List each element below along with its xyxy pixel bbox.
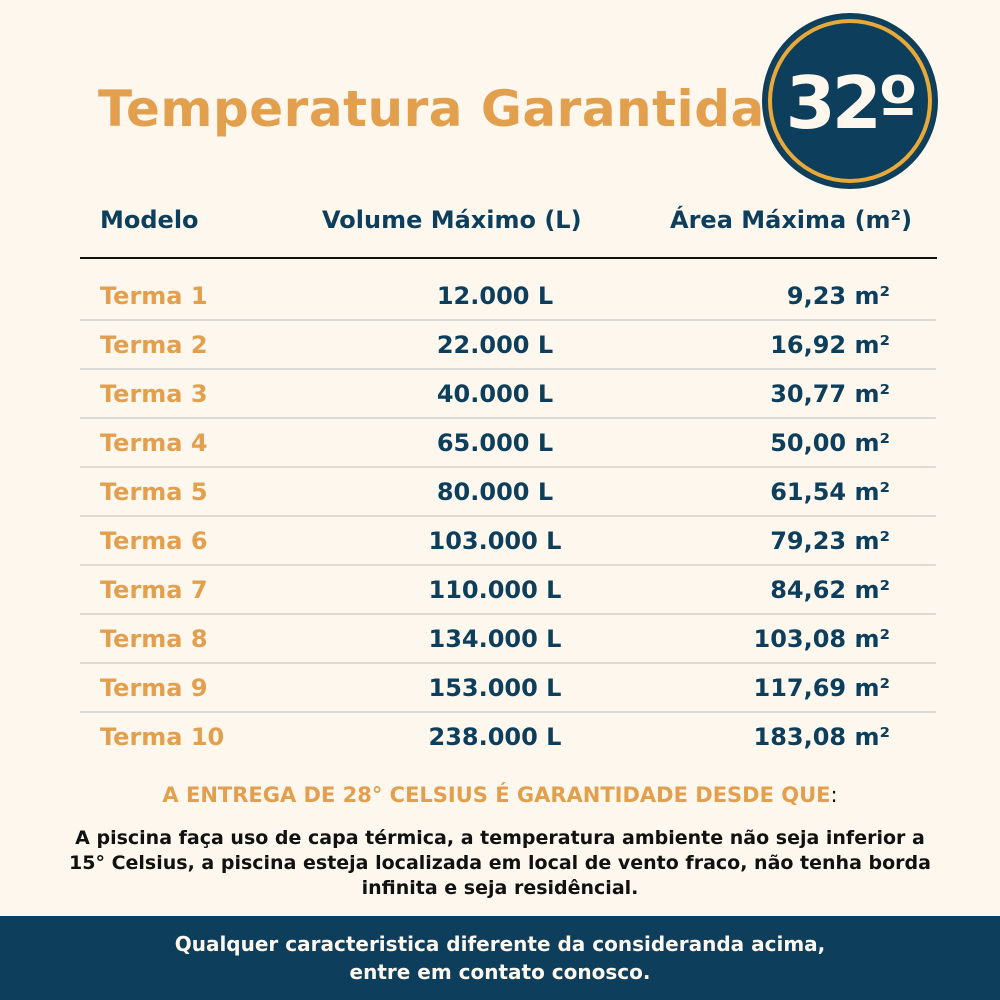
temperature-badge: 32º: [762, 13, 938, 189]
row-divider: [80, 319, 936, 321]
model-cell: Terma 9: [100, 674, 208, 702]
area-cell: 84,62 m²: [770, 576, 890, 604]
model-cell: Terma 5: [100, 478, 208, 506]
model-cell: Terma 4: [100, 429, 208, 457]
area-cell: 79,23 m²: [770, 527, 890, 555]
footer-line-1: Qualquer caracteristica diferente da con…: [174, 932, 826, 956]
area-cell: 30,77 m²: [770, 380, 890, 408]
area-cell: 16,92 m²: [770, 331, 890, 359]
table-row: Terma 4 65.000 L 50,00 m²: [80, 419, 936, 468]
row-divider: [80, 662, 936, 664]
model-cell: Terma 6: [100, 527, 208, 555]
condition-text: A piscina faça uso de capa térmica, a te…: [69, 827, 931, 899]
footer-banner: Qualquer caracteristica diferente da con…: [0, 916, 1000, 1000]
table-row: Terma 9 153.000 L 117,69 m²: [80, 664, 936, 713]
row-divider: [80, 466, 936, 468]
row-divider: [80, 711, 936, 713]
row-divider: [80, 515, 936, 517]
area-cell: 117,69 m²: [753, 674, 891, 702]
row-divider: [80, 613, 936, 615]
model-cell: Terma 3: [100, 380, 208, 408]
volume-cell: 238.000 L: [428, 723, 562, 751]
model-cell: Terma 2: [100, 331, 208, 359]
header-volume: Volume Máximo (L): [322, 206, 582, 234]
volume-cell: 103.000 L: [428, 527, 562, 555]
row-divider: [80, 368, 936, 370]
volume-cell: 153.000 L: [428, 674, 562, 702]
area-cell: 61,54 m²: [770, 478, 890, 506]
page-title: Temperatura Garantida: [98, 80, 765, 138]
area-cell: 50,00 m²: [770, 429, 890, 457]
volume-cell: 22.000 L: [436, 331, 554, 359]
table-row: Terma 10 238.000 L 183,08 m²: [80, 713, 936, 762]
area-cell: 183,08 m²: [753, 723, 891, 751]
header-area: Área Máxima (m²): [670, 206, 913, 234]
row-divider: [80, 417, 936, 419]
model-cell: Terma 7: [100, 576, 208, 604]
volume-cell: 80.000 L: [436, 478, 554, 506]
area-cell: 103,08 m²: [753, 625, 891, 653]
table-row: Terma 8 134.000 L 103,08 m²: [80, 615, 936, 664]
volume-cell: 40.000 L: [436, 380, 554, 408]
condition-colon: :: [830, 783, 838, 807]
table-row: Terma 2 22.000 L 16,92 m²: [80, 321, 936, 370]
condition-heading-text: A ENTREGA DE 28° CELSIUS É GARANTIDADE D…: [162, 783, 831, 807]
badge-text: 32º: [785, 61, 919, 145]
table-row: Terma 3 40.000 L 30,77 m²: [80, 370, 936, 419]
table-row: Terma 1 12.000 L 9,23 m²: [80, 272, 936, 321]
model-cell: Terma 1: [100, 282, 208, 310]
model-cell: Terma 8: [100, 625, 208, 653]
table-row: Terma 7 110.000 L 84,62 m²: [80, 566, 936, 615]
header-divider: [80, 257, 937, 259]
volume-cell: 12.000 L: [436, 282, 554, 310]
row-divider: [80, 564, 936, 566]
footer-line-2: entre em contato conosco.: [349, 960, 651, 984]
table-row: Terma 5 80.000 L 61,54 m²: [80, 468, 936, 517]
volume-cell: 65.000 L: [436, 429, 554, 457]
area-cell: 9,23 m²: [786, 282, 890, 310]
table-row: Terma 6 103.000 L 79,23 m²: [80, 517, 936, 566]
volume-cell: 134.000 L: [428, 625, 562, 653]
condition-heading: A ENTREGA DE 28° CELSIUS É GARANTIDADE D…: [0, 783, 1000, 807]
header-modelo: Modelo: [100, 206, 199, 234]
volume-cell: 110.000 L: [428, 576, 562, 604]
model-cell: Terma 10: [100, 723, 225, 751]
